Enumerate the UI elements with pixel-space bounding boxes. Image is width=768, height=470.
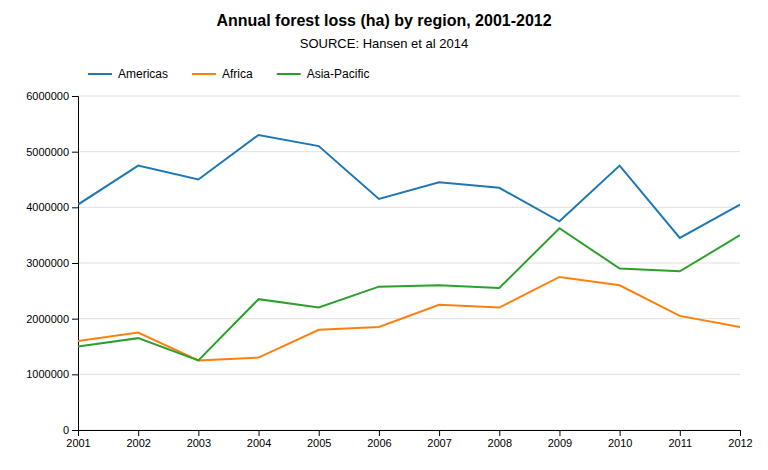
x-tick-mark xyxy=(319,430,320,436)
y-tick: 4000000 xyxy=(26,201,78,213)
legend-label: Africa xyxy=(222,67,253,81)
y-tick-mark xyxy=(72,207,78,208)
legend-label: Americas xyxy=(118,67,168,81)
y-tick-label: 2000000 xyxy=(26,313,69,325)
y-tick-mark xyxy=(72,430,78,431)
y-tick-label: 1000000 xyxy=(26,368,69,380)
legend-label: Asia-Pacific xyxy=(307,67,370,81)
grid-line xyxy=(78,151,740,152)
x-tick-mark xyxy=(439,430,440,436)
y-tick-label: 5000000 xyxy=(26,146,69,158)
legend: Americas Africa Asia-Pacific xyxy=(88,67,369,81)
y-tick-mark xyxy=(72,319,78,320)
x-tick-label: 2004 xyxy=(247,437,271,449)
legend-item: Americas xyxy=(88,67,168,81)
x-tick-label: 2008 xyxy=(488,437,512,449)
x-tick-mark xyxy=(379,430,380,436)
series-line xyxy=(78,135,740,238)
x-tick-mark xyxy=(198,430,199,436)
y-tick: 0 xyxy=(63,424,78,436)
y-tick-label: 4000000 xyxy=(26,201,69,213)
x-tick-label: 2006 xyxy=(367,437,391,449)
y-axis-line xyxy=(72,97,79,431)
grid xyxy=(78,96,740,430)
x-tick: 2002 xyxy=(126,430,150,449)
grid-line xyxy=(78,318,740,319)
y-tick-label: 0 xyxy=(63,424,69,436)
series-line xyxy=(78,228,740,360)
x-tick-mark xyxy=(259,430,260,436)
x-tick-mark xyxy=(138,430,139,436)
x-tick: 2011 xyxy=(668,430,692,449)
x-tick: 2003 xyxy=(187,430,211,449)
y-axis: 0 1000000 2000000 3000000 4000000 5000000 6000… xyxy=(26,90,78,436)
x-tick-label: 2005 xyxy=(307,437,331,449)
x-tick: 2001 xyxy=(66,430,90,449)
legend-swatch xyxy=(277,73,301,75)
x-axis: 2001 2002 2003 2004 2005 2006 2007 2008 2009 2010… xyxy=(66,430,752,449)
subtitle: SOURCE: Hansen et al 2014 xyxy=(300,36,468,51)
x-tick-mark xyxy=(559,430,560,436)
x-tick-mark xyxy=(620,430,621,436)
x-tick-label: 2009 xyxy=(548,437,572,449)
x-tick-label: 2001 xyxy=(66,437,90,449)
x-tick: 2006 xyxy=(367,430,391,449)
x-tick-label: 2003 xyxy=(187,437,211,449)
legend-item: Africa xyxy=(192,67,253,81)
grid-line xyxy=(78,263,740,264)
series-line xyxy=(78,277,740,361)
y-tick-label: 6000000 xyxy=(26,90,69,102)
y-tick: 2000000 xyxy=(26,313,78,325)
grid-line xyxy=(78,96,740,97)
x-axis-line xyxy=(79,431,741,437)
y-tick: 5000000 xyxy=(26,146,78,158)
plot-area xyxy=(78,135,740,360)
grid-line xyxy=(78,207,740,208)
x-tick-label: 2007 xyxy=(427,437,451,449)
title: Annual forest loss (ha) by region, 2001-… xyxy=(216,12,551,29)
x-tick: 2004 xyxy=(247,430,271,449)
x-tick-label: 2012 xyxy=(728,437,752,449)
x-tick: 2007 xyxy=(427,430,451,449)
y-tick-label: 3000000 xyxy=(26,257,69,269)
y-tick-mark xyxy=(72,152,78,153)
x-tick-mark xyxy=(680,430,681,436)
x-tick: 2012 xyxy=(728,430,752,449)
x-tick: 2009 xyxy=(548,430,572,449)
y-tick: 1000000 xyxy=(26,368,78,380)
legend-swatch xyxy=(88,73,112,75)
y-tick-mark xyxy=(72,374,78,375)
y-tick: 6000000 xyxy=(26,90,78,102)
chart: Annual forest loss (ha) by region, 2001-… xyxy=(0,0,768,470)
x-tick: 2008 xyxy=(488,430,512,449)
x-tick: 2005 xyxy=(307,430,331,449)
x-tick-mark xyxy=(740,430,741,436)
x-tick-label: 2002 xyxy=(126,437,150,449)
legend-swatch xyxy=(192,73,216,75)
x-tick-label: 2011 xyxy=(668,437,692,449)
x-tick: 2010 xyxy=(608,430,632,449)
legend-item: Asia-Pacific xyxy=(277,67,370,81)
y-tick-mark xyxy=(72,263,78,264)
x-tick-label: 2010 xyxy=(608,437,632,449)
grid-line xyxy=(78,374,740,375)
y-tick: 3000000 xyxy=(26,257,78,269)
y-tick-mark xyxy=(72,96,78,97)
x-tick-mark xyxy=(499,430,500,436)
